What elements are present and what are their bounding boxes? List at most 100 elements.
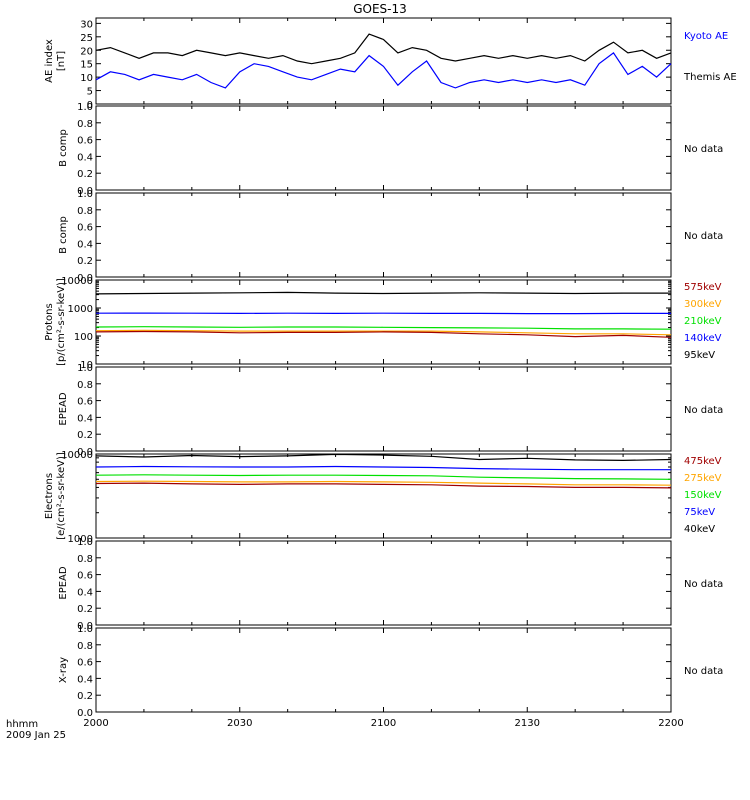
- y-tick-label: 0.8: [77, 119, 93, 130]
- y-tick-label: 0.0: [77, 273, 93, 284]
- legend-entry: 140keV: [684, 333, 722, 344]
- panels: 0 5 10 15 20 25 30 AE index [nT] Kyoto AE Themis A…: [44, 17, 737, 729]
- series-line-ae-kyoto-ae: [95, 52, 672, 89]
- series-line-electrons-475kev: [95, 482, 672, 489]
- panel-b2: 0.0 0.2 0.4 0.6 0.8 1.0 B comp No data: [58, 189, 723, 284]
- y-tick-label: 10: [80, 360, 93, 371]
- legend-entry: 275keV: [684, 473, 722, 484]
- y-tick-label: 0.6: [77, 658, 93, 669]
- series-line-electrons-275kev: [95, 480, 672, 486]
- time-axis-label-hhmm: hhmm: [6, 719, 38, 730]
- panel-electrons: 1000 10000 Electrons [e/(cm²-s-sr-keV)] 475k…: [44, 450, 722, 545]
- y-tick-label: 0.6: [77, 397, 93, 408]
- series-line-protons-95kev: [95, 291, 671, 295]
- y-tick-label: 15: [80, 60, 93, 71]
- y-axis-unit-label: [e/(cm²-s-sr-keV)]: [56, 452, 67, 540]
- panel-frame: [95, 366, 672, 452]
- y-tick-label: 10000: [61, 276, 93, 287]
- legend-entry: 475keV: [684, 456, 722, 467]
- y-tick-label: 1.0: [77, 189, 93, 200]
- y-tick-label: 0.6: [77, 223, 93, 234]
- y-tick-label: 10000: [61, 450, 93, 461]
- y-tick-label: 1000: [68, 304, 93, 315]
- series-line-protons-300kev: [95, 329, 672, 336]
- y-axis-label: B comp: [58, 129, 69, 167]
- y-tick-label: 0.2: [77, 430, 93, 441]
- y-tick-label: 20: [80, 46, 93, 57]
- panel-epead2: 0.0 0.2 0.4 0.6 0.8 1.0 EPEAD No data: [58, 537, 723, 632]
- y-axis-label: EPEAD: [58, 392, 69, 426]
- y-tick-label: 0.2: [77, 691, 93, 702]
- y-tick-label: 1.0: [77, 624, 93, 635]
- y-tick-label: 10: [80, 73, 93, 84]
- y-tick-label: 25: [80, 33, 93, 44]
- y-tick-label: 0.4: [77, 413, 93, 424]
- x-tick-label: 2100: [371, 718, 396, 729]
- x-tick-label: 2130: [515, 718, 540, 729]
- x-tick-label: 2030: [227, 718, 252, 729]
- x-tick-label: 2000: [83, 718, 108, 729]
- y-axis-unit-label: [p/(cm²-s-sr-keV)]: [56, 278, 67, 366]
- y-tick-label: 0.0: [77, 447, 93, 458]
- panel-epead1: 0.0 0.2 0.4 0.6 0.8 1.0 EPEAD No data: [58, 363, 723, 458]
- y-axis-label: AE index: [44, 39, 55, 83]
- panel-xray: 0.0 0.2 0.4 0.6 0.8 1.0 X-ray No data: [58, 624, 723, 719]
- series-line-electrons-75kev: [95, 465, 671, 471]
- y-tick-label: 0.8: [77, 641, 93, 652]
- series-line-electrons-40kev: [95, 453, 672, 462]
- panel-frame: [95, 540, 672, 626]
- panel-protons: 10 100 1000 10000 Protons [p/(cm²-s-sr-keV)] 5…: [44, 276, 722, 371]
- panel-ae: 0 5 10 15 20 25 30 AE index [nT] Kyoto AE Themis A…: [44, 17, 737, 111]
- series-line-ae-themis-ae: [95, 33, 672, 65]
- y-axis-label: Electrons: [44, 473, 55, 519]
- panel-b1: 0.0 0.2 0.4 0.6 0.8 1.0 B comp No data: [58, 102, 723, 197]
- y-tick-label: 0.8: [77, 380, 93, 391]
- y-tick-label: 1.0: [77, 363, 93, 374]
- y-tick-label: 0.4: [77, 587, 93, 598]
- y-tick-label: 0.2: [77, 256, 93, 267]
- y-tick-label: 0.4: [77, 674, 93, 685]
- series-line-electrons-150kev: [95, 474, 672, 480]
- series-line-protons-210kev: [95, 326, 672, 330]
- y-tick-label: 0.4: [77, 239, 93, 250]
- y-axis-label: X-ray: [58, 657, 69, 683]
- legend-entry: Themis AE: [683, 72, 737, 83]
- legend-entry: No data: [684, 579, 723, 590]
- panel-frame: [95, 192, 672, 278]
- panel-frame: [95, 627, 672, 713]
- legend-entry: 40keV: [684, 524, 715, 535]
- legend-entry: Kyoto AE: [684, 31, 728, 42]
- y-axis-unit-label: [nT]: [56, 51, 67, 71]
- legend-entry: 150keV: [684, 490, 722, 501]
- y-axis-label: B comp: [58, 216, 69, 254]
- y-tick-label: 0.0: [77, 186, 93, 197]
- time-axis-label-date: 2009 Jan 25: [6, 730, 66, 741]
- chart-title: GOES-13: [353, 2, 407, 16]
- y-tick-label: 0.2: [77, 169, 93, 180]
- y-tick-label: 0.6: [77, 571, 93, 582]
- y-tick-label: 0.4: [77, 152, 93, 163]
- legend-entry: 75keV: [684, 507, 715, 518]
- legend-entry: No data: [684, 405, 723, 416]
- y-tick-label: 5: [87, 87, 93, 98]
- legend-entry: No data: [684, 666, 723, 677]
- y-tick-label: 1.0: [77, 537, 93, 548]
- y-tick-label: 0: [87, 100, 93, 111]
- y-tick-label: 100: [74, 332, 93, 343]
- y-tick-label: 1.0: [77, 102, 93, 113]
- legend-entry: 210keV: [684, 316, 722, 327]
- y-tick-label: 0.6: [77, 136, 93, 147]
- y-tick-label: 0.0: [77, 621, 93, 632]
- y-axis-label: EPEAD: [58, 566, 69, 600]
- series-line-protons-575kev: [95, 330, 672, 338]
- y-tick-label: 0.0: [77, 708, 93, 719]
- panel-frame: [95, 105, 672, 191]
- legend-entry: 575keV: [684, 282, 722, 293]
- x-tick-label: 2200: [658, 718, 683, 729]
- y-tick-label: 0.2: [77, 604, 93, 615]
- y-axis-label: Protons: [44, 303, 55, 340]
- y-tick-label: 1000: [68, 534, 93, 545]
- legend-entry: No data: [684, 144, 723, 155]
- y-tick-label: 0.8: [77, 206, 93, 217]
